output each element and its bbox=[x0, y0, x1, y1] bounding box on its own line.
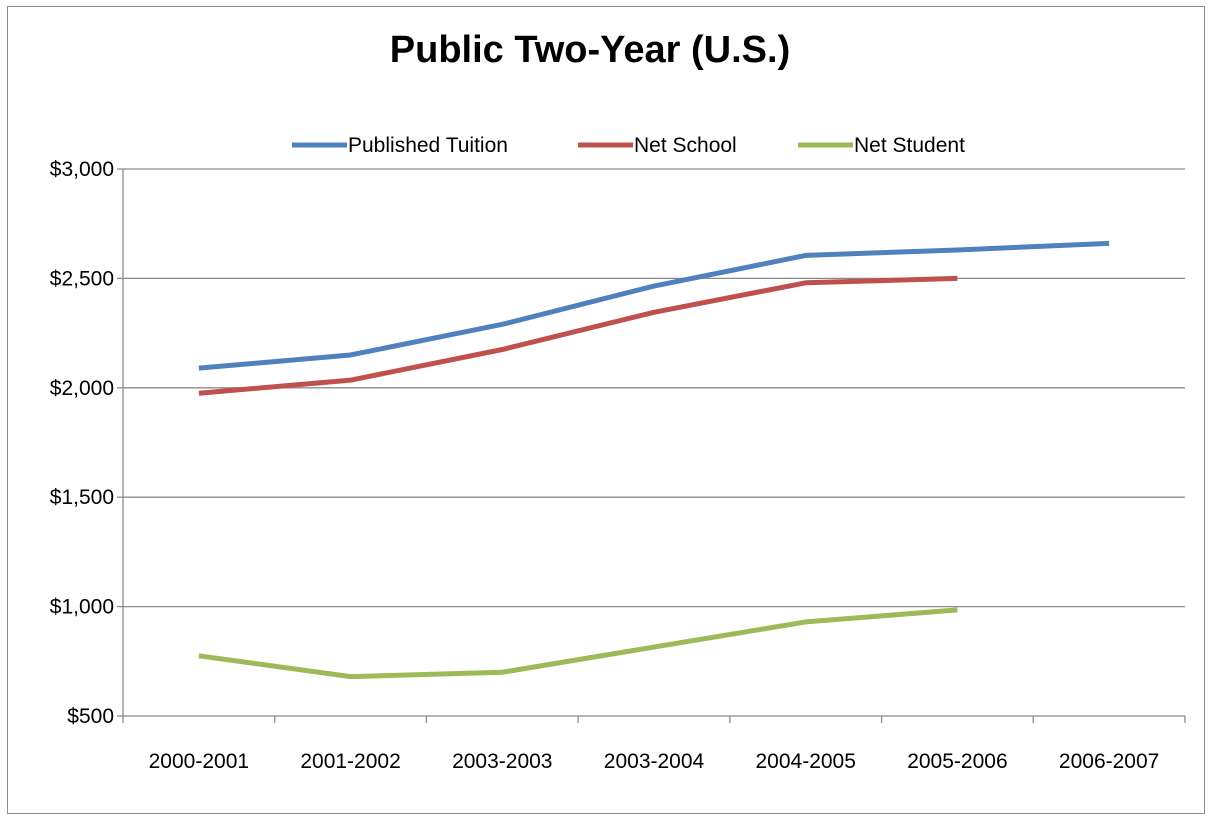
series-line-published-tuition bbox=[198, 240, 1110, 371]
axes bbox=[122, 169, 1185, 717]
y-tick-label-5: $3,000 bbox=[50, 158, 114, 181]
series-lines bbox=[198, 240, 1110, 680]
x-axis-ticks: 2000-2001 2001-2002 2003-2003 2003-2004 2004… bbox=[122, 716, 1186, 773]
legend-label-net-school: Net School bbox=[634, 134, 737, 157]
y-tick-label-3: $2,000 bbox=[50, 377, 114, 400]
x-tick-label-6: 2006-2007 bbox=[1059, 750, 1159, 773]
y-tick-label-1: $1,000 bbox=[50, 596, 114, 619]
x-tick-label-1: 2001-2002 bbox=[300, 750, 400, 773]
y-tick-label-2: $1,500 bbox=[50, 486, 114, 509]
chart-title: Public Two-Year (U.S.) bbox=[390, 29, 790, 71]
legend-label-published-tuition: Published Tuition bbox=[348, 134, 508, 157]
legend-label-net-student: Net Student bbox=[854, 134, 965, 157]
y-tick-label-4: $2,500 bbox=[50, 267, 114, 290]
gridlines bbox=[123, 168, 1185, 608]
legend: Published Tuition Net School Net Student bbox=[292, 134, 965, 157]
y-tick-label-0: $500 bbox=[67, 705, 114, 728]
series-line-net-student bbox=[198, 607, 958, 680]
x-tick-label-5: 2005-2006 bbox=[907, 750, 1007, 773]
x-tick-label-0: 2000-2001 bbox=[149, 750, 249, 773]
x-tick-label-2: 2003-2003 bbox=[452, 750, 552, 773]
y-axis-ticks: $500 $1,000 $1,500 $2,000 $2,500 $3,000 bbox=[50, 158, 123, 728]
x-tick-label-4: 2004-2005 bbox=[755, 750, 855, 773]
chart-frame bbox=[7, 6, 1205, 814]
series-line-net-school bbox=[198, 275, 958, 396]
x-tick-label-3: 2003-2004 bbox=[604, 750, 705, 773]
